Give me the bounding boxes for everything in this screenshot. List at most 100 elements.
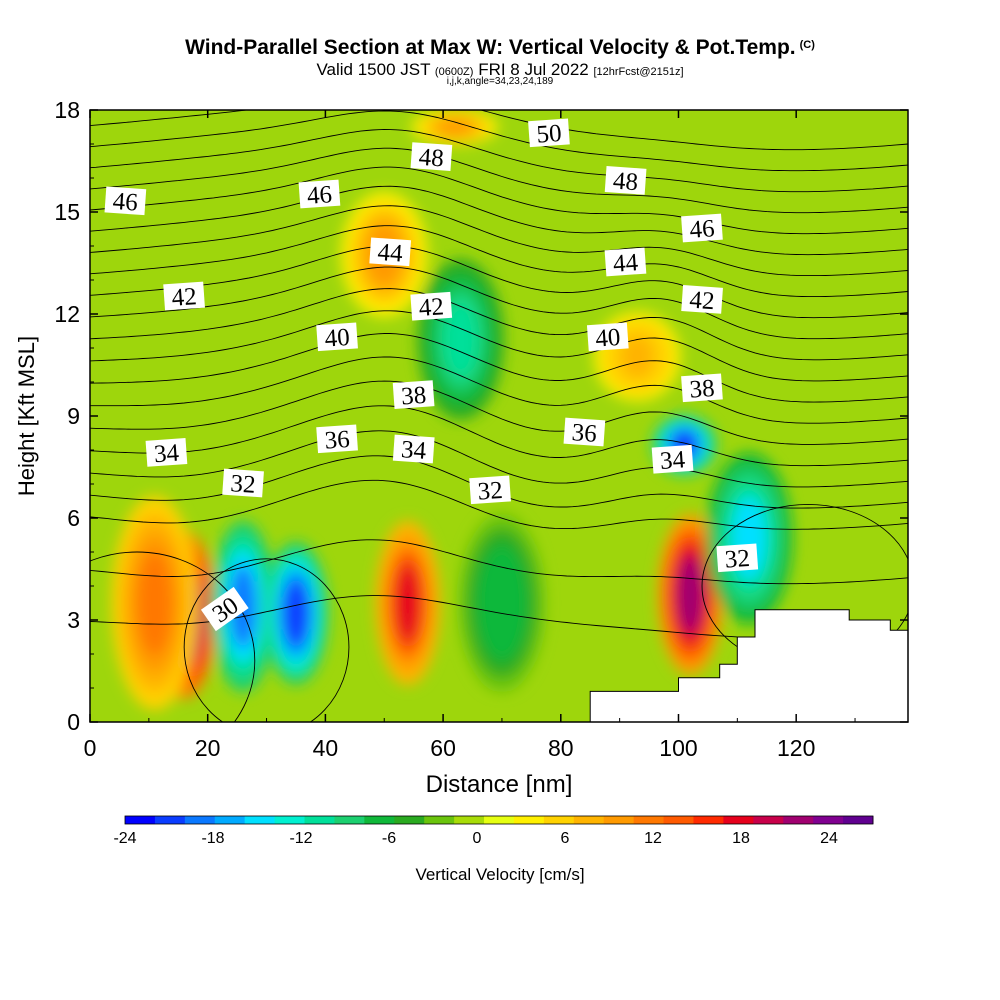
velocity-cell — [437, 118, 473, 136]
colorbar-swatch — [633, 816, 665, 824]
contour-label-bg — [604, 166, 647, 195]
contour-label-text: 34 — [153, 440, 180, 469]
valid-date: FRI 8 Jul 2022 — [478, 60, 589, 79]
contour-label-bg — [200, 586, 249, 632]
colorbar-swatch — [424, 816, 455, 824]
colorbar-swatch — [813, 816, 844, 824]
colorbar-swatch — [125, 816, 156, 824]
colorbar-tick-label: -12 — [289, 830, 312, 847]
contour-label-text: 38 — [689, 375, 716, 404]
colorbar-swatch — [184, 816, 216, 824]
contour-label-bg — [410, 142, 453, 171]
colorbar-label: Vertical Velocity [cm/s] — [415, 865, 584, 884]
colorbar-tick-label: -18 — [201, 830, 224, 847]
valid-utc: (0600Z) — [434, 66, 474, 78]
contour-label-bg — [586, 322, 629, 352]
contour-label-text: 38 — [400, 382, 427, 411]
contour-label-bg — [604, 247, 647, 277]
contour-label-text: 34 — [400, 436, 427, 465]
x-tick-label: 100 — [659, 735, 697, 761]
contour-label-text: 36 — [324, 426, 351, 455]
contour-label-text: 40 — [594, 324, 621, 353]
y-tick-label: 3 — [67, 607, 80, 633]
velocity-cell — [620, 334, 655, 379]
contour-label: 48 — [604, 166, 647, 197]
contour-label-text: 48 — [612, 168, 639, 197]
colorbar-tick-label: 24 — [820, 830, 838, 847]
colorbar-swatch — [573, 816, 605, 824]
colorbar-swatch — [454, 816, 485, 824]
colorbar-swatch — [484, 816, 515, 824]
velocity-feature — [411, 110, 499, 145]
contour-label: 40 — [586, 322, 629, 353]
contour-label-bg — [298, 179, 341, 209]
velocity-cell — [443, 300, 479, 379]
contour-label: 50 — [528, 118, 570, 149]
colorbar-tick-label: 0 — [473, 830, 482, 847]
colorbar-frame — [124, 815, 874, 825]
y-tick-label: 0 — [67, 709, 80, 735]
terrain — [572, 609, 909, 723]
contour-label-bg — [369, 237, 412, 267]
x-tick-label: 60 — [430, 735, 456, 761]
x-tick-label: 120 — [777, 735, 815, 761]
x-tick-label: 0 — [84, 735, 97, 761]
contour-label-text: 32 — [477, 477, 504, 506]
velocity-cell — [283, 578, 309, 648]
colorbar-swatch — [783, 816, 814, 824]
title-mark: (C) — [799, 39, 815, 51]
theta-contour — [183, 558, 350, 722]
colorbar-tick-label: -6 — [382, 830, 396, 847]
contour-label-text: 50 — [536, 120, 563, 149]
theta-contour — [90, 551, 256, 722]
theta-contour — [90, 356, 908, 424]
y-tick-label: 18 — [54, 97, 80, 123]
contour-label: 42 — [410, 291, 453, 322]
contour-label-text: 42 — [171, 283, 198, 312]
theta-contour — [90, 147, 908, 214]
contour-label-bg — [651, 444, 694, 474]
theta-contour — [90, 185, 908, 256]
colorbar-swatch — [244, 816, 276, 824]
theta-contour — [90, 110, 908, 151]
contour-label-text: 48 — [418, 144, 445, 173]
contour-label: 48 — [410, 142, 453, 173]
theta-contour — [90, 129, 908, 193]
colorbar-swatch — [304, 816, 335, 824]
colorbar-swatch — [364, 816, 395, 824]
colorbar-tick-label: 12 — [644, 830, 662, 847]
contour-label-bg — [563, 417, 606, 447]
colorbar-swatch — [394, 816, 425, 824]
theta-contour — [90, 539, 908, 585]
contour-label-bg — [316, 322, 358, 352]
y-tick-label: 12 — [54, 301, 80, 327]
contour-label-text: 34 — [659, 446, 686, 475]
contour-label-bg — [163, 281, 205, 311]
colorbar-swatch — [334, 816, 365, 824]
colorbar-swatch — [753, 816, 784, 824]
y-tick-label: 15 — [54, 199, 80, 225]
contour-label-text: 44 — [377, 239, 404, 268]
colorbar-tick-label: -24 — [113, 830, 136, 847]
contour-label-text: 46 — [112, 188, 139, 217]
theta-contour — [90, 405, 908, 467]
contour-label: 46 — [681, 213, 723, 244]
colorbar: -24 -18 -12 -6 0 6 12 18 24 Vertical Velocity [cm… — [113, 815, 874, 884]
y-axis-label: Height [Kft MSL] — [14, 336, 39, 496]
theta-contour — [90, 245, 908, 319]
contour-label-text: 32 — [230, 470, 257, 499]
contour-label-bg — [410, 291, 453, 321]
contour-label-text: 46 — [306, 181, 333, 210]
colorbar-swatch — [543, 816, 575, 824]
valid-time: Valid 1500 JST — [316, 60, 431, 79]
contour-label-text: 36 — [571, 419, 598, 448]
colorbar-swatch — [843, 816, 874, 824]
theta-contour — [90, 205, 908, 277]
velocity-cell — [137, 550, 173, 656]
x-tick-label: 40 — [313, 735, 339, 761]
theta-contour — [90, 110, 908, 172]
colorbar-swatch — [693, 816, 724, 824]
contour-label: 46 — [298, 179, 341, 210]
